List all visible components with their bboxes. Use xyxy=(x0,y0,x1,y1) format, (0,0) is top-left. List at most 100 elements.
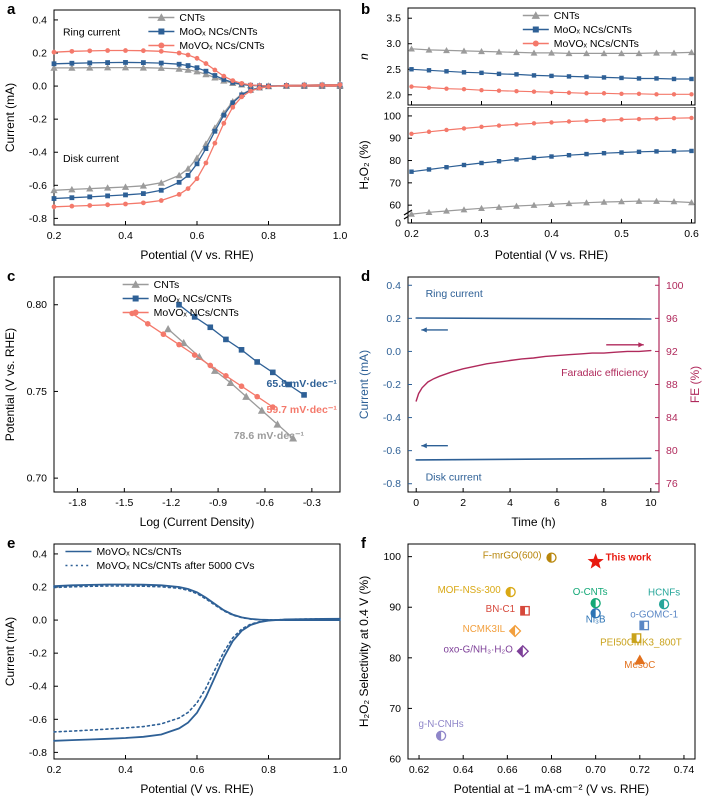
svg-text:Current (mA): Current (mA) xyxy=(357,350,371,419)
svg-text:Potential at −1 mA·cm⁻² (V vs.: Potential at −1 mA·cm⁻² (V vs. RHE) xyxy=(454,782,649,796)
panel-c-letter: c xyxy=(7,268,16,285)
svg-text:8: 8 xyxy=(601,497,607,509)
svg-text:MOF-NSs-300: MOF-NSs-300 xyxy=(438,585,502,596)
svg-text:0.2: 0.2 xyxy=(386,313,401,325)
svg-text:70: 70 xyxy=(389,703,401,715)
svg-text:0.4: 0.4 xyxy=(118,230,133,242)
svg-text:100: 100 xyxy=(383,110,401,122)
svg-text:0.2: 0.2 xyxy=(32,48,47,60)
panel-e-chart: 0.2 0.4 0.6 0.8 1.0 -0.8 -0.6 -0.4 -0.2 0.0 0.2 0.4… xyxy=(3,543,348,796)
svg-text:MoVOₓ NCs/CNTs: MoVOₓ NCs/CNTs xyxy=(554,38,639,50)
panel-c: c -1.8 -1.5 -1.2 -0.9 -0.6 -0.3 0.70 0.75 0.80 Lo… xyxy=(0,267,354,534)
svg-text:80: 80 xyxy=(666,445,678,457)
svg-text:0.74: 0.74 xyxy=(674,764,695,776)
svg-text:g-N-CNHs: g-N-CNHs xyxy=(419,719,464,730)
svg-text:Log (Current Density): Log (Current Density) xyxy=(140,515,255,529)
svg-text:0.2: 0.2 xyxy=(404,228,419,240)
panel-a: a 0.2 0.4 0.6 0.8 1.0 -0.8 -0.6 -0.4 -0.2 0.0 0.2 0… xyxy=(0,0,354,267)
svg-text:MoVOₓ NCs/CNTs after 5000 CVs: MoVOₓ NCs/CNTs after 5000 CVs xyxy=(96,560,254,572)
svg-text:2.0: 2.0 xyxy=(386,89,401,101)
svg-text:-1.2: -1.2 xyxy=(162,497,180,509)
svg-text:Current (mA): Current (mA) xyxy=(3,83,17,152)
svg-text:-0.8: -0.8 xyxy=(29,747,47,759)
svg-text:0.0: 0.0 xyxy=(32,615,47,627)
svg-text:0.4: 0.4 xyxy=(386,280,401,292)
svg-text:MesoC: MesoC xyxy=(624,660,655,671)
svg-text:CNTs: CNTs xyxy=(179,12,205,24)
svg-text:-0.9: -0.9 xyxy=(209,497,227,509)
panel-b-letter: b xyxy=(361,1,371,18)
svg-text:Ring current: Ring current xyxy=(426,288,483,300)
svg-text:MoVOₓ NCs/CNTs: MoVOₓ NCs/CNTs xyxy=(154,307,239,319)
svg-text:FE (%): FE (%) xyxy=(688,366,702,403)
panel-a-chart: 0.2 0.4 0.6 0.8 1.0 -0.8 -0.6 -0.4 -0.2 0.0 0.2 0.4… xyxy=(3,9,347,262)
svg-text:0.3: 0.3 xyxy=(474,228,489,240)
svg-text:0.0: 0.0 xyxy=(32,81,47,93)
svg-text:84: 84 xyxy=(666,412,678,424)
svg-text:NCMK3IL: NCMK3IL xyxy=(463,624,506,635)
svg-text:BN-C1: BN-C1 xyxy=(486,604,515,615)
svg-text:Ring current: Ring current xyxy=(63,27,120,39)
svg-text:0.4: 0.4 xyxy=(32,14,47,26)
panel-a-letter: a xyxy=(7,1,16,18)
svg-text:90: 90 xyxy=(389,602,401,614)
svg-text:0.68: 0.68 xyxy=(541,764,562,776)
svg-text:-0.6: -0.6 xyxy=(383,445,401,457)
svg-text:This work: This work xyxy=(606,553,652,564)
svg-text:-0.4: -0.4 xyxy=(29,681,47,693)
panel-d-letter: d xyxy=(361,268,371,285)
svg-text:59.7 mV·dec⁻¹: 59.7 mV·dec⁻¹ xyxy=(267,404,338,416)
svg-text:-0.2: -0.2 xyxy=(29,114,47,126)
svg-text:0: 0 xyxy=(413,497,419,509)
svg-text:Potential (V vs. RHE): Potential (V vs. RHE) xyxy=(3,328,17,441)
svg-text:H₂O₂ (%): H₂O₂ (%) xyxy=(357,140,371,189)
svg-text:0.8: 0.8 xyxy=(261,230,276,242)
svg-text:CNTs: CNTs xyxy=(554,10,580,22)
svg-text:-0.2: -0.2 xyxy=(383,379,401,391)
svg-text:60: 60 xyxy=(389,754,401,766)
svg-text:0.70: 0.70 xyxy=(585,764,606,776)
svg-text:-0.6: -0.6 xyxy=(29,180,47,192)
svg-text:1.0: 1.0 xyxy=(333,764,348,776)
svg-text:0.62: 0.62 xyxy=(409,764,430,776)
svg-text:2.5: 2.5 xyxy=(386,64,401,76)
svg-text:Ni₃B: Ni₃B xyxy=(586,614,606,625)
svg-text:90: 90 xyxy=(389,133,401,145)
svg-text:0.64: 0.64 xyxy=(453,764,474,776)
svg-text:80: 80 xyxy=(389,155,401,167)
svg-text:0: 0 xyxy=(395,218,401,230)
panel-b-bottom-chart: 0.2 0.3 0.4 0.5 0.6 60 70 80 90 100 Potential (V v… xyxy=(357,107,699,262)
svg-text:Faradaic efficiency: Faradaic efficiency xyxy=(561,367,649,379)
svg-text:-0.6: -0.6 xyxy=(256,497,274,509)
svg-text:2: 2 xyxy=(460,497,466,509)
svg-text:Potential (V vs. RHE): Potential (V vs. RHE) xyxy=(140,782,253,796)
svg-text:76: 76 xyxy=(666,478,678,490)
svg-text:0.70: 0.70 xyxy=(27,473,48,485)
svg-text:70: 70 xyxy=(389,177,401,189)
svg-text:10: 10 xyxy=(645,497,657,509)
svg-text:0.6: 0.6 xyxy=(684,228,699,240)
svg-text:96: 96 xyxy=(666,313,678,325)
panel-d: d 0 2 4 6 8 10 -0.8 -0.6 -0.4 -0.2 0.0 0.2 0.4 76 80 84… xyxy=(354,267,709,534)
svg-text:Disk current: Disk current xyxy=(63,153,119,165)
svg-text:Current (mA): Current (mA) xyxy=(3,617,17,686)
svg-text:-0.3: -0.3 xyxy=(303,497,321,509)
svg-text:F-mrGO(600): F-mrGO(600) xyxy=(483,551,542,562)
svg-text:0.6: 0.6 xyxy=(190,230,205,242)
svg-text:100: 100 xyxy=(666,280,684,292)
panel-f-letter: f xyxy=(361,535,366,552)
svg-text:6: 6 xyxy=(554,497,560,509)
svg-text:MoOₓ NCs/CNTs: MoOₓ NCs/CNTs xyxy=(154,293,232,305)
svg-text:oxo-G/NH₃·H₂O: oxo-G/NH₃·H₂O xyxy=(444,644,514,655)
svg-text:0.4: 0.4 xyxy=(544,228,559,240)
svg-text:0.66: 0.66 xyxy=(497,764,518,776)
svg-text:O-CNTs: O-CNTs xyxy=(573,587,608,598)
svg-text:78.6 mV·dec⁻¹: 78.6 mV·dec⁻¹ xyxy=(234,430,305,442)
svg-text:-1.5: -1.5 xyxy=(115,497,133,509)
panel-e-letter: e xyxy=(7,535,16,552)
svg-text:0.2: 0.2 xyxy=(32,582,47,594)
svg-text:HCNFs: HCNFs xyxy=(648,588,680,599)
svg-text:0.75: 0.75 xyxy=(27,386,48,398)
svg-text:MoOₓ NCs/CNTs: MoOₓ NCs/CNTs xyxy=(554,24,632,36)
